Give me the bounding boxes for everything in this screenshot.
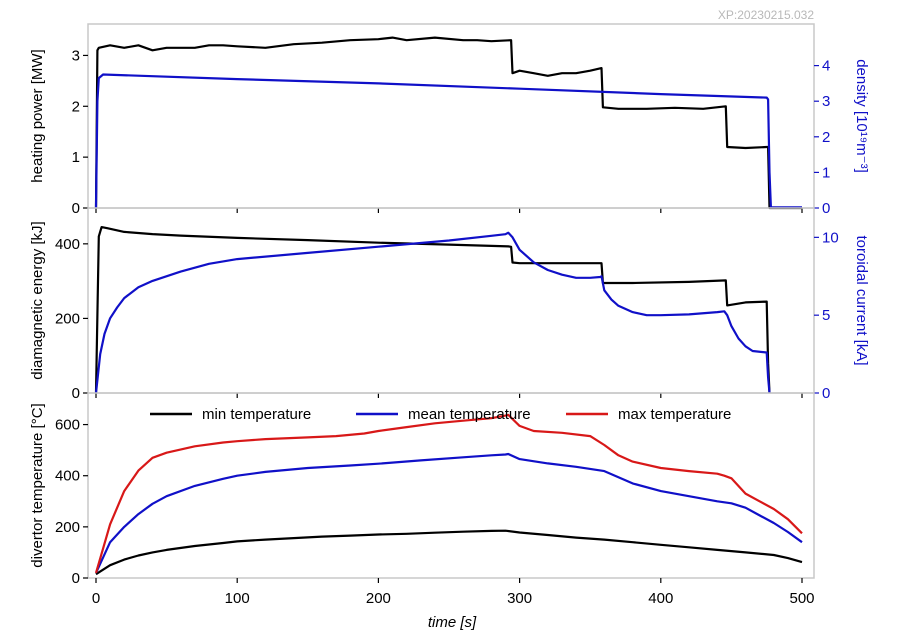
panel-3: 0 200 400 600 0 100 200 300 400 500 divertor tempe… [29, 392, 815, 631]
x-tick-label: 500 [789, 590, 814, 607]
y-right-tick-label: 0 [822, 200, 830, 217]
series-line-min-temperature [95, 529, 803, 576]
series-line-black-1 [94, 226, 771, 394]
series-line-black-1 [94, 36, 802, 210]
series-line-max-temperature [94, 413, 803, 574]
series-line-blue-2 [94, 231, 771, 394]
x-tick-label: 200 [366, 590, 391, 607]
legend-label: mean temperature [408, 406, 531, 423]
y-right-tick-label: 5 [822, 307, 830, 324]
y-axis-label: divertor temperature [°C] [29, 403, 46, 567]
y-right-tick-label: 0 [822, 385, 830, 402]
y-tick-label: 3 [72, 47, 80, 64]
legend-label: min temperature [202, 406, 311, 423]
y-tick-label: 0 [72, 200, 80, 217]
x-tick-label: 0 [92, 590, 100, 607]
y-tick-label: 2 [72, 98, 80, 115]
shot-id-label: XP:20230215.032 [718, 8, 814, 22]
x-tick-label: 300 [507, 590, 532, 607]
x-tick-label: 400 [648, 590, 673, 607]
panel-frame [87, 392, 815, 579]
panel-1: 0 1 2 3 0 1 2 3 4 heating power [MW] density [10¹⁹… [29, 23, 870, 217]
series-line-mean-temperature [95, 452, 803, 574]
y-right-tick-label: 3 [822, 93, 830, 110]
y-right-axis-label: toroidal current [kA] [853, 235, 870, 365]
legend-label: max temperature [618, 406, 731, 423]
y-tick-label: 600 [55, 417, 80, 434]
y-tick-label: 0 [72, 385, 80, 402]
x-tick-label: 100 [225, 590, 250, 607]
y-axis-label: diamagnetic energy [kJ] [29, 221, 46, 379]
y-tick-label: 400 [55, 236, 80, 253]
y-right-tick-label: 4 [822, 58, 830, 75]
y-axis-label: heating power [MW] [29, 49, 46, 182]
panel-frame [87, 23, 815, 209]
series-line-blue-2 [94, 73, 802, 209]
y-tick-label: 1 [72, 149, 80, 166]
y-tick-label: 200 [55, 310, 80, 327]
x-axis-label: time [s] [428, 614, 477, 631]
y-tick-label: 200 [55, 519, 80, 536]
y-right-tick-label: 10 [822, 229, 839, 246]
y-right-tick-label: 1 [822, 164, 830, 181]
y-tick-label: 400 [55, 468, 80, 485]
y-right-axis-label: density [10¹⁹m⁻³] [853, 59, 870, 173]
panel-2: 0 200 400 0 5 10 diamagnetic energy [kJ] toroid… [29, 207, 870, 402]
y-right-tick-label: 2 [822, 129, 830, 146]
y-tick-label: 0 [72, 570, 80, 587]
